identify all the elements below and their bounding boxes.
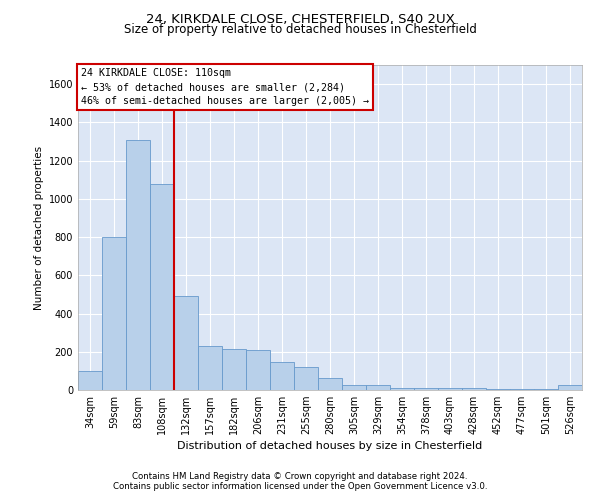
Bar — [150, 184, 174, 390]
Bar — [294, 367, 318, 390]
Text: Size of property relative to detached houses in Chesterfield: Size of property relative to detached ho… — [124, 22, 476, 36]
Bar — [102, 237, 126, 390]
Text: 24 KIRKDALE CLOSE: 110sqm
← 53% of detached houses are smaller (2,284)
46% of se: 24 KIRKDALE CLOSE: 110sqm ← 53% of detac… — [80, 68, 368, 106]
Bar — [342, 385, 366, 390]
Bar — [174, 296, 198, 390]
X-axis label: Distribution of detached houses by size in Chesterfield: Distribution of detached houses by size … — [178, 442, 482, 452]
Bar — [486, 389, 510, 390]
Bar — [558, 385, 582, 390]
Bar — [390, 388, 414, 390]
Bar — [366, 385, 390, 390]
Bar — [510, 389, 534, 390]
Bar — [534, 389, 558, 390]
Y-axis label: Number of detached properties: Number of detached properties — [34, 146, 44, 310]
Bar — [222, 349, 246, 390]
Text: Contains public sector information licensed under the Open Government Licence v3: Contains public sector information licen… — [113, 482, 487, 491]
Bar — [126, 140, 150, 390]
Bar — [438, 388, 462, 390]
Bar — [318, 378, 342, 390]
Bar — [78, 371, 102, 390]
Bar — [198, 346, 222, 390]
Bar — [414, 388, 438, 390]
Bar — [246, 350, 270, 390]
Bar — [270, 362, 294, 390]
Text: 24, KIRKDALE CLOSE, CHESTERFIELD, S40 2UX: 24, KIRKDALE CLOSE, CHESTERFIELD, S40 2U… — [146, 12, 454, 26]
Text: Contains HM Land Registry data © Crown copyright and database right 2024.: Contains HM Land Registry data © Crown c… — [132, 472, 468, 481]
Bar — [462, 388, 486, 390]
